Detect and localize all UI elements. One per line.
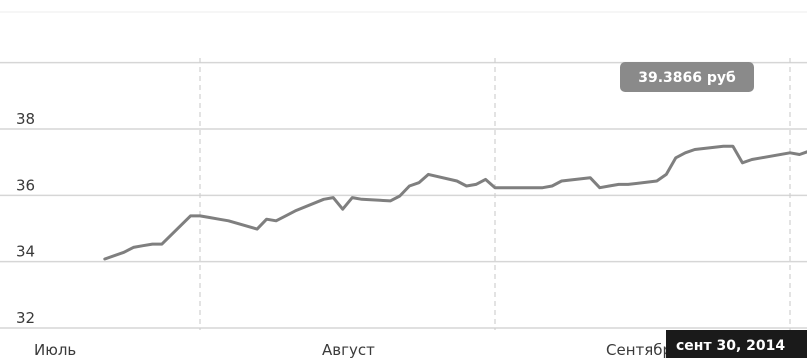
x-tick-label: Июль bbox=[34, 341, 76, 358]
x-axis-labels: Июль Август Сентябрь bbox=[34, 341, 681, 358]
grid bbox=[0, 61, 807, 329]
x-grid bbox=[199, 58, 791, 330]
y-tick-label: 38 bbox=[16, 110, 35, 128]
value-tooltip: 39.3866 руб bbox=[620, 62, 754, 92]
x-tick-label: Август bbox=[322, 341, 375, 358]
date-flag-label: сент 30, 2014 bbox=[676, 338, 785, 354]
series-line bbox=[103, 144, 807, 261]
y-tick-label: 36 bbox=[16, 176, 35, 194]
y-axis-labels: 32 34 36 38 bbox=[16, 110, 35, 327]
y-tick-label: 34 bbox=[16, 243, 35, 261]
y-tick-label: 32 bbox=[16, 309, 35, 327]
tooltip-value-label: 39.3866 руб bbox=[638, 70, 736, 86]
x-tick-label: Сентябрь bbox=[606, 341, 681, 358]
date-flag: сент 30, 2014 bbox=[666, 330, 807, 358]
